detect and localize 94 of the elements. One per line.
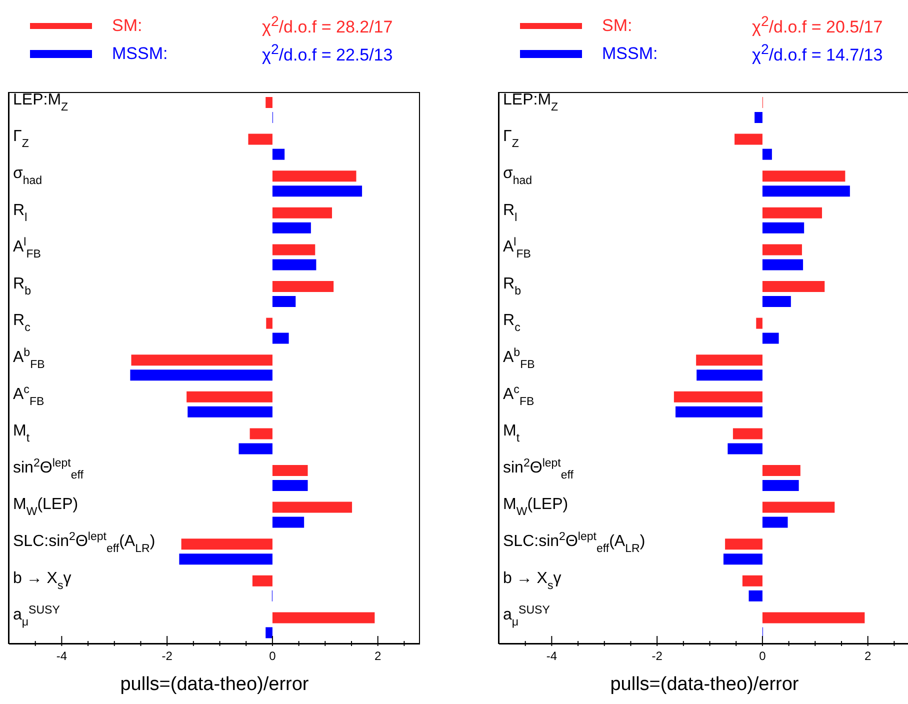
bar — [734, 134, 762, 145]
legend-label: SM: — [112, 16, 144, 36]
bar — [725, 538, 762, 550]
x-axis-title: pulls=(data-theo)/error — [610, 674, 800, 695]
bar — [723, 554, 762, 565]
y-tick-label: R$_{c}$ — [13, 312, 31, 334]
x-tick-label: 0 — [269, 649, 276, 663]
bar — [732, 428, 762, 440]
bar — [676, 406, 762, 418]
bar — [762, 516, 788, 528]
bar — [238, 443, 272, 454]
y-tick-label: R$_{b}$ — [503, 275, 521, 298]
bar — [131, 354, 272, 366]
bar — [762, 170, 846, 182]
bar — [762, 222, 804, 234]
bar — [272, 332, 289, 344]
bar — [188, 406, 272, 418]
x-tick-label: -2 — [652, 649, 663, 663]
bar — [181, 538, 272, 550]
bar — [762, 502, 835, 513]
text: χ$^{2}$/d.o.f = 20.5/17 — [752, 14, 883, 38]
y-tick-label: LEP:M$_{Z}$ — [503, 91, 558, 114]
bar — [266, 97, 272, 108]
bar — [728, 443, 762, 454]
bar — [754, 112, 762, 123]
bar — [266, 318, 272, 329]
bar — [272, 480, 308, 491]
bar — [756, 318, 762, 329]
y-tick-label: b → X$_{s}$γ — [503, 570, 562, 592]
x-axis-title: pulls=(data-theo)/error — [120, 674, 310, 695]
y-tick-label: SLC:sin$^{2}$Θ$^{lept}$$_{eff}$(A$_{LR}$) — [503, 531, 646, 555]
bar — [748, 590, 762, 602]
y-tick-label: R$_{c}$ — [503, 312, 521, 334]
x-tick-label: 0 — [759, 649, 766, 663]
bar — [130, 370, 272, 381]
y-tick-label: R$_{l}$ — [13, 202, 28, 224]
y-tick-label: Γ$_{Z}$ — [503, 128, 519, 150]
y-tick-label: R$_{b}$ — [13, 275, 31, 298]
y-tick-label: b → X$_{s}$γ — [13, 570, 72, 592]
bar — [674, 391, 762, 402]
x-tick-label: 2 — [864, 649, 872, 663]
bar — [272, 516, 304, 528]
bar — [272, 296, 296, 307]
bar — [272, 244, 316, 256]
bar — [272, 170, 356, 182]
bar — [696, 354, 762, 366]
y-tick-label: σ$_{had}$ — [503, 165, 532, 187]
x-tick-label: -4 — [56, 649, 68, 663]
y-tick-label: SLC:sin$^{2}$Θ$^{lept}$$_{eff}$(A$_{LR}$) — [13, 531, 156, 555]
bar — [762, 612, 865, 624]
bar — [762, 148, 772, 160]
legend-label: MSSM: — [112, 44, 169, 64]
bar — [742, 575, 762, 586]
bar — [762, 296, 791, 307]
y-tick-label: M$_{t}$ — [13, 422, 30, 445]
legend-label: SM: — [602, 16, 634, 36]
bar — [186, 391, 272, 402]
bar — [762, 332, 779, 344]
bar — [252, 575, 272, 586]
x-tick-label: -2 — [162, 649, 173, 663]
bar — [250, 428, 272, 440]
bar — [762, 259, 804, 270]
bar — [266, 627, 272, 638]
bar — [179, 554, 272, 565]
y-tick-label: M$_{t}$ — [503, 422, 520, 445]
y-tick-label: σ$_{had}$ — [13, 165, 42, 187]
y-tick-label: M$_{W}$(LEP) — [13, 496, 78, 518]
bar — [272, 148, 285, 160]
y-tick-label: LEP:M$_{Z}$ — [13, 91, 68, 114]
y-tick-label: M$_{W}$(LEP) — [503, 496, 568, 518]
bar — [272, 612, 375, 624]
text: χ$^{2}$/d.o.f = 14.7/13 — [752, 42, 883, 66]
bar — [272, 281, 334, 292]
bar — [762, 186, 850, 197]
bar — [696, 370, 762, 381]
bar — [272, 186, 362, 197]
bar — [762, 480, 799, 491]
bar — [762, 281, 825, 292]
text: χ$^{2}$/d.o.f = 28.2/17 — [262, 14, 393, 38]
bar — [762, 207, 822, 218]
bar — [248, 134, 272, 145]
bar — [272, 222, 311, 234]
bar — [272, 502, 352, 513]
bar — [762, 244, 802, 256]
legend-label: MSSM: — [602, 44, 659, 64]
y-tick-label: Γ$_{Z}$ — [13, 128, 29, 150]
bar — [272, 465, 308, 476]
x-tick-label: -4 — [546, 649, 558, 663]
x-tick-label: 2 — [374, 649, 382, 663]
bar — [762, 465, 800, 476]
bar — [272, 259, 316, 270]
bar — [272, 207, 332, 218]
y-tick-label: R$_{l}$ — [503, 202, 518, 224]
text: χ$^{2}$/d.o.f = 22.5/13 — [262, 42, 393, 66]
